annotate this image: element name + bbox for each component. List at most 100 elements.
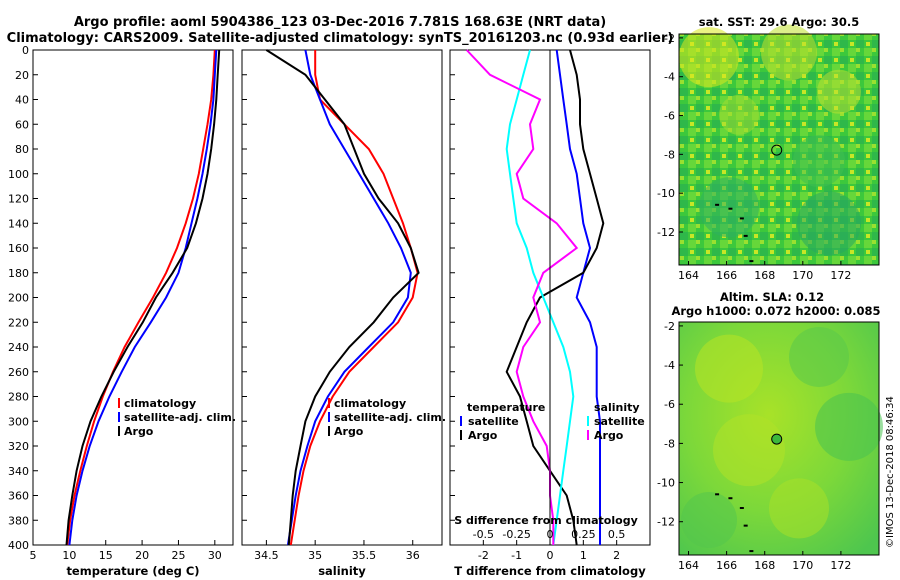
sla-map-title: Altim. SLA: 0.12 xyxy=(720,290,824,304)
sst_map-ytick-label: -12 xyxy=(657,226,675,239)
difference-top-xtick-label: 0.25 xyxy=(571,528,596,541)
temperature-ytick-label: 40 xyxy=(15,94,29,107)
figure-title-line1: Argo profile: aoml 5904386_123 03-Dec-20… xyxy=(74,15,606,30)
sst_map-texture-blob xyxy=(793,135,845,188)
credit-text: ©IMOS 13-Dec-2018 08:46:34 xyxy=(885,396,896,548)
figure-title-line2: Climatology: CARS2009. Satellite-adjuste… xyxy=(7,31,674,46)
sst_map-xtick-label: 172 xyxy=(830,269,851,282)
sst_map-ytick-label: -8 xyxy=(664,148,675,161)
sla_map-texture-blob xyxy=(815,392,883,461)
temperature-xtick-label: 20 xyxy=(135,549,149,562)
difference-top-xlabel: S difference from climatology xyxy=(454,514,638,527)
sla_map-ytick-label: -8 xyxy=(664,437,675,450)
temperature-ytick-label: 320 xyxy=(8,440,29,453)
salinity-xtick-label: 34.5 xyxy=(254,549,279,562)
sla_map-frame xyxy=(678,321,880,556)
sst_map-texture-blob xyxy=(699,177,759,238)
salinity-panel: 34.5 35 35.5 36 salinity climatologysatellite… xyxy=(241,49,446,578)
sla_map-texture-blob xyxy=(769,478,829,539)
sst_map-island xyxy=(749,260,754,263)
sst_map-texture-blob xyxy=(817,69,861,114)
sla_map-ytick-label: -6 xyxy=(664,398,675,411)
sla-map-subtitle: Argo h1000: 0.072 h2000: 0.085 xyxy=(671,304,880,318)
sst_map-xtick-label: 168 xyxy=(754,269,775,282)
sst_map-ytick-label: -4 xyxy=(664,71,675,84)
temperature-xlabel: temperature (deg C) xyxy=(66,564,199,578)
temperature-panel: 0 20 40 60 80 100 120 140 160 180 200 220 240 260 280 3… xyxy=(8,44,236,578)
temperature-ytick-label: 200 xyxy=(8,292,29,305)
salinity-legend-label: Argo xyxy=(334,425,364,438)
temperature-frame xyxy=(32,49,234,546)
sla_map-texture-blob xyxy=(695,334,763,403)
sst_map-texture-blob xyxy=(679,27,739,88)
temperature-ytick-label: 260 xyxy=(8,366,29,379)
difference-top-xtick-label: 0 xyxy=(547,528,554,541)
temperature-xtick-label: 5 xyxy=(30,549,37,562)
sst_map-xtick-label: 164 xyxy=(678,269,699,282)
temperature-ytick-label: 220 xyxy=(8,316,29,329)
temperature-ytick-label: 0 xyxy=(22,44,29,57)
differences-series-t-satellite xyxy=(555,49,601,545)
sla_map-island xyxy=(728,497,733,500)
difference-top-xtick-label: -0.5 xyxy=(473,528,494,541)
difference-top-xtick-label: -0.25 xyxy=(502,528,530,541)
sst_map-ytick-label: -2 xyxy=(664,32,675,45)
temperature-legend-label: satellite-adj. clim. xyxy=(124,411,236,424)
temperature-ytick-label: 360 xyxy=(8,490,29,503)
sla_map-texture-blob xyxy=(713,414,785,487)
sst_map-xtick-label: 170 xyxy=(792,269,813,282)
sst_map-xtick-label: 166 xyxy=(716,269,737,282)
sst_map-island xyxy=(743,234,748,237)
temperature-ytick-label: 120 xyxy=(8,193,29,206)
sla_map-island xyxy=(715,493,720,496)
temperature-xtick-label: 15 xyxy=(99,549,113,562)
temperature-xtick-label: 25 xyxy=(171,549,185,562)
sla_map-texture-blob xyxy=(789,326,849,387)
temperature-legend-label: climatology xyxy=(124,397,196,410)
temperature-ytick-label: 140 xyxy=(8,217,29,230)
temperature-ytick-label: 160 xyxy=(8,242,29,255)
sla_map-island xyxy=(739,507,744,510)
temperature-ytick-label: 20 xyxy=(15,69,29,82)
sst-map-title: sat. SST: 29.6 Argo: 30.5 xyxy=(699,15,859,29)
sla_map-xtick-label: 170 xyxy=(792,559,813,572)
sst_map-ytick-label: -6 xyxy=(664,110,675,123)
salinity-xtick-label: 35.5 xyxy=(352,549,377,562)
difference-temperature-legend-label: temperature xyxy=(467,401,545,414)
difference-salinity-legend-label: Argo xyxy=(594,429,624,442)
difference-salinity-legend-label: satellite xyxy=(594,415,645,428)
sla-map-panel: -2 -4 -6 -8 -10 -12 164 166 168 170 172 Altim. SLA:… xyxy=(657,290,883,572)
differences-xtick-label: -1 xyxy=(511,549,522,562)
temperature-series-argo xyxy=(65,49,221,546)
temperature-xtick-label: 10 xyxy=(62,549,76,562)
sla_map-ytick-label: -12 xyxy=(657,516,675,529)
sla_map-xtick-label: 164 xyxy=(678,559,699,572)
sla_map-texture-blob xyxy=(681,492,737,549)
differences-xlabel: T difference from climatology xyxy=(454,564,646,578)
sst_map-frame xyxy=(678,33,880,266)
sla_map-argo-marker xyxy=(771,433,783,445)
differences-xtick-label: 0 xyxy=(547,549,554,562)
difference-panel: -2 -1 0 1 2 T difference from climatology S di… xyxy=(449,49,651,578)
temperature-ytick-label: 240 xyxy=(8,341,29,354)
sla_map-ytick-label: -10 xyxy=(657,477,675,490)
sst_map-argo-marker xyxy=(771,144,783,156)
difference-top-xtick-label: 0.5 xyxy=(608,528,626,541)
sst-map-panel: -2 -4 -6 -8 -10 -12 164 166 168 170 172 sat. SST: 2… xyxy=(657,15,880,282)
sst_map-texture-blob xyxy=(761,24,817,81)
salinity-xtick-label: 36 xyxy=(406,549,420,562)
differences-series-s-argo xyxy=(465,49,579,545)
sst_map-texture-blob xyxy=(719,94,759,135)
sla_map-island xyxy=(743,524,748,527)
sst_map-island xyxy=(739,217,744,220)
sla_map-xtick-label: 168 xyxy=(754,559,775,572)
temperature-ytick-label: 280 xyxy=(8,391,29,404)
sst_map-texture-blob xyxy=(797,191,861,256)
sla_map-xtick-label: 172 xyxy=(830,559,851,572)
salinity-legend-label: satellite-adj. clim. xyxy=(334,411,446,424)
temperature-legend-label: Argo xyxy=(124,425,154,438)
differences-xtick-label: 1 xyxy=(580,549,587,562)
difference-salinity-legend-label: salinity xyxy=(594,401,640,414)
